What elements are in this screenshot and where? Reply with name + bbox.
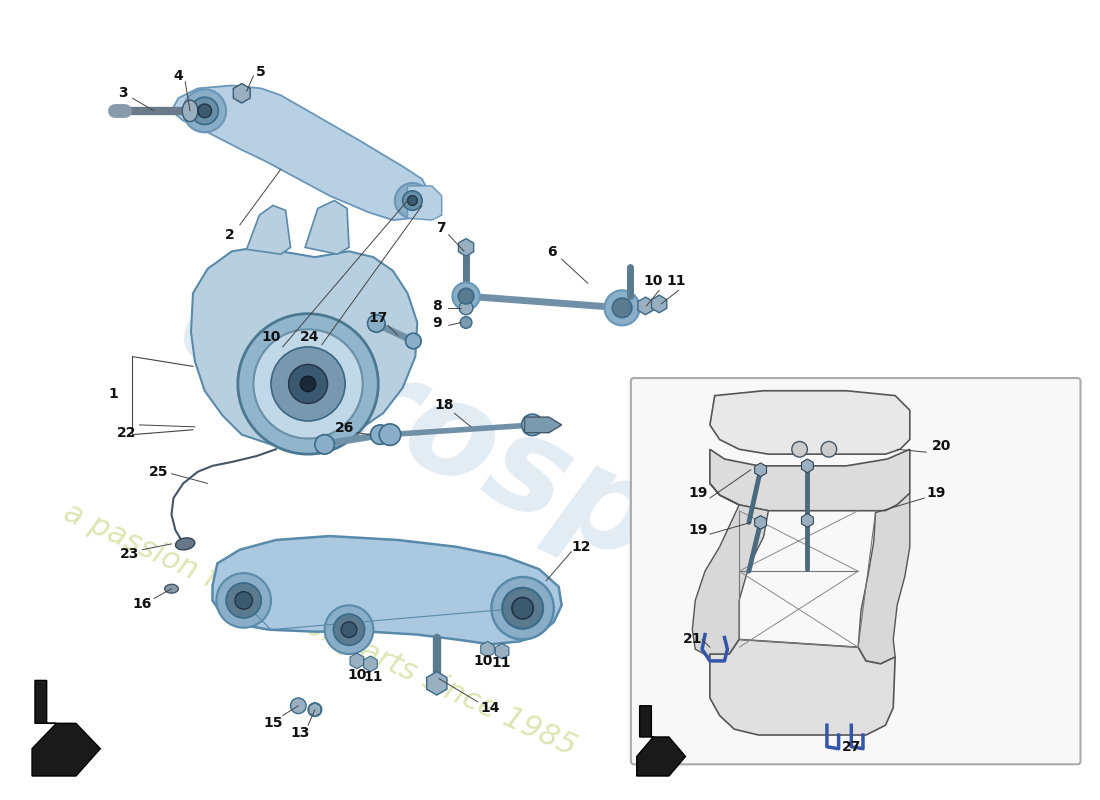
Polygon shape: [858, 493, 910, 664]
Polygon shape: [710, 390, 910, 454]
Circle shape: [492, 577, 553, 639]
Polygon shape: [637, 706, 685, 776]
Text: 8: 8: [432, 299, 442, 313]
Circle shape: [821, 442, 837, 457]
Text: 26: 26: [334, 421, 354, 435]
Polygon shape: [710, 450, 910, 510]
Circle shape: [290, 698, 306, 714]
Circle shape: [502, 588, 543, 629]
Circle shape: [227, 583, 261, 618]
Circle shape: [406, 334, 421, 349]
Circle shape: [288, 365, 328, 403]
Polygon shape: [407, 186, 442, 220]
Text: 12: 12: [571, 540, 591, 554]
Text: 10: 10: [348, 667, 366, 682]
Circle shape: [308, 703, 321, 717]
Circle shape: [459, 288, 474, 304]
Text: 17: 17: [368, 310, 388, 325]
Text: 2: 2: [226, 228, 235, 242]
Circle shape: [512, 598, 534, 619]
Text: 14: 14: [481, 701, 500, 714]
Text: 10: 10: [474, 654, 493, 668]
Circle shape: [271, 347, 345, 421]
Text: eurospares: eurospares: [158, 259, 969, 727]
Text: 9: 9: [432, 317, 441, 330]
Text: 25: 25: [150, 465, 168, 478]
Text: 3: 3: [118, 86, 128, 100]
Text: 7: 7: [436, 221, 446, 235]
Text: 19: 19: [689, 523, 708, 538]
Circle shape: [521, 414, 543, 436]
Polygon shape: [525, 417, 562, 433]
Ellipse shape: [176, 538, 195, 550]
Circle shape: [253, 330, 363, 438]
Circle shape: [407, 196, 417, 206]
Text: 15: 15: [263, 716, 283, 730]
Circle shape: [217, 573, 271, 628]
Text: a passion for motor parts since 1985: a passion for motor parts since 1985: [58, 498, 581, 762]
Circle shape: [191, 97, 218, 125]
Circle shape: [333, 614, 364, 646]
Circle shape: [403, 191, 422, 210]
Text: 11: 11: [364, 670, 383, 683]
Text: 27: 27: [842, 740, 861, 754]
Polygon shape: [305, 201, 349, 254]
Circle shape: [341, 622, 356, 638]
Text: 19: 19: [926, 486, 946, 500]
Text: 1: 1: [108, 386, 118, 401]
Circle shape: [395, 183, 430, 218]
Text: 13: 13: [290, 726, 310, 740]
Text: 10: 10: [644, 274, 663, 287]
Text: 20: 20: [933, 439, 952, 454]
Text: 24: 24: [300, 330, 320, 344]
Polygon shape: [191, 247, 417, 450]
Text: 11: 11: [666, 274, 685, 287]
Circle shape: [371, 425, 390, 444]
Ellipse shape: [165, 584, 178, 593]
Polygon shape: [692, 483, 769, 657]
Text: 10: 10: [262, 330, 280, 344]
Polygon shape: [172, 86, 429, 220]
Text: 16: 16: [133, 598, 152, 611]
Circle shape: [452, 282, 480, 310]
Circle shape: [459, 301, 473, 314]
Circle shape: [792, 442, 807, 457]
Circle shape: [324, 606, 373, 654]
Text: 11: 11: [492, 656, 510, 670]
Text: 4: 4: [174, 69, 184, 82]
Circle shape: [315, 434, 334, 454]
Text: 22: 22: [117, 426, 136, 440]
Text: 21: 21: [683, 633, 702, 646]
Circle shape: [367, 314, 385, 332]
Text: 18: 18: [434, 398, 454, 412]
Circle shape: [613, 298, 631, 318]
Text: 23: 23: [120, 546, 140, 561]
FancyBboxPatch shape: [631, 378, 1080, 764]
Circle shape: [605, 290, 640, 326]
Polygon shape: [710, 639, 895, 735]
Circle shape: [184, 90, 227, 132]
Polygon shape: [32, 681, 100, 776]
Text: 6: 6: [547, 246, 557, 259]
Circle shape: [238, 314, 378, 454]
Circle shape: [198, 104, 211, 118]
Text: 19: 19: [689, 486, 708, 500]
Ellipse shape: [183, 100, 198, 122]
Polygon shape: [212, 536, 562, 644]
Text: 5: 5: [256, 65, 266, 79]
Circle shape: [379, 424, 400, 446]
Polygon shape: [246, 206, 290, 254]
Circle shape: [460, 317, 472, 328]
Circle shape: [300, 376, 316, 392]
Circle shape: [235, 592, 253, 610]
